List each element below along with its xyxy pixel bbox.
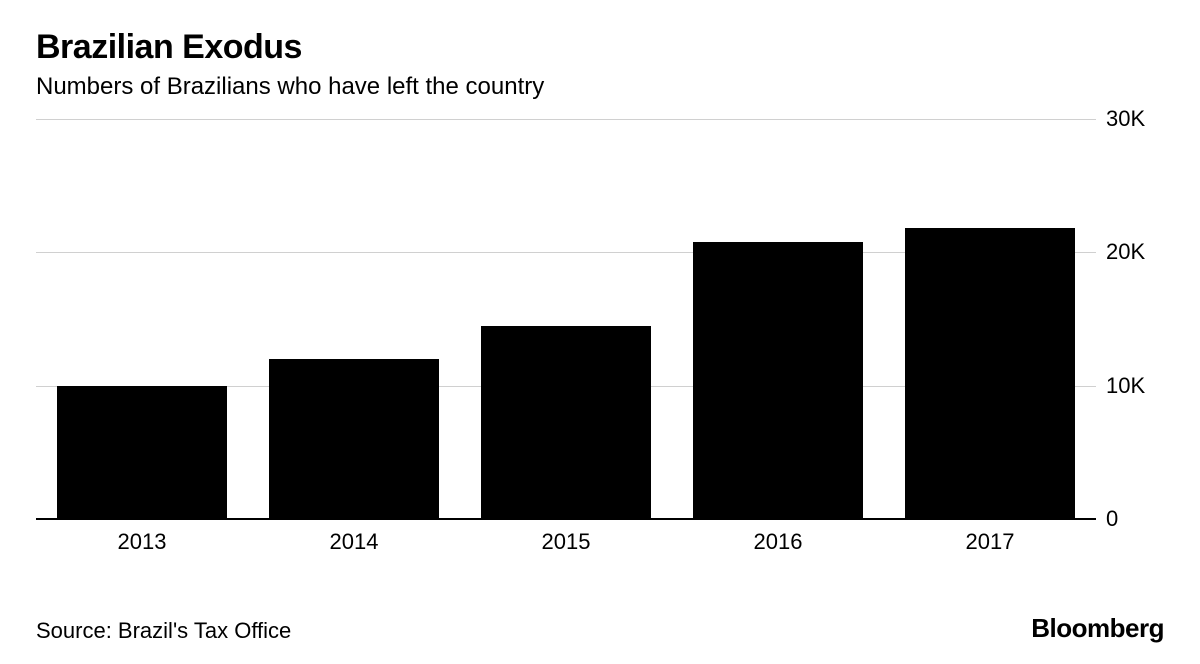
x-axis-baseline [36, 518, 1096, 520]
y-tick-label: 20K [1106, 239, 1145, 265]
chart-subtitle: Numbers of Brazilians who have left the … [36, 73, 1164, 101]
y-tick-label: 10K [1106, 373, 1145, 399]
x-tick-label: 2013 [118, 529, 167, 555]
x-axis-labels: 2013 2014 2015 2016 2017 [36, 529, 1096, 559]
bar [693, 242, 863, 519]
bar [905, 228, 1075, 519]
y-axis-labels: 010K20K30K [1106, 119, 1196, 519]
chart-area: 010K20K30K 20132014201520162017 [36, 119, 1164, 559]
source-label: Source: Brazil's Tax Office [36, 618, 291, 644]
x-tick-label: 2015 [542, 529, 591, 555]
y-tick-label: 0 [1106, 506, 1118, 532]
chart-container: Brazilian Exodus Numbers of Brazilians w… [0, 0, 1200, 664]
bar [57, 386, 227, 519]
bars-group [36, 119, 1096, 519]
bar [481, 326, 651, 519]
brand-label: Bloomberg [1031, 613, 1164, 644]
chart-title: Brazilian Exodus [36, 28, 1164, 67]
plot-area [36, 119, 1096, 519]
chart-footer: Source: Brazil's Tax Office Bloomberg [36, 613, 1164, 644]
y-tick-label: 30K [1106, 106, 1145, 132]
x-tick-label: 2014 [330, 529, 379, 555]
x-tick-label: 2017 [966, 529, 1015, 555]
bar [269, 359, 439, 519]
x-tick-label: 2016 [754, 529, 803, 555]
